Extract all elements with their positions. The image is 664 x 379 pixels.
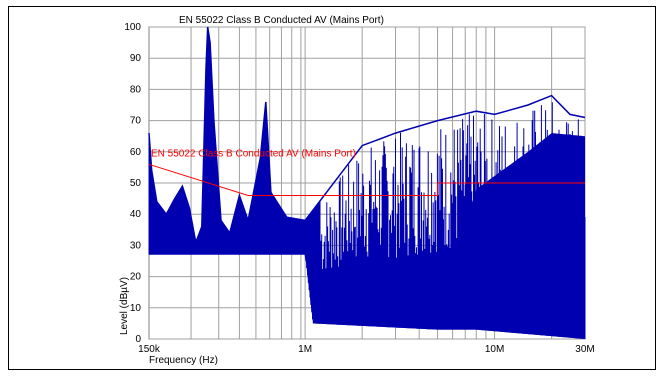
x-axis-ticks: 150k 1M 10M 30M — [138, 344, 595, 355]
x-tick-label: 30M — [575, 344, 594, 355]
measurement-trace — [148, 26, 586, 339]
y-tick-label: 20 — [130, 272, 142, 283]
x-tick-label: 10M — [485, 344, 504, 355]
y-tick-label: 10 — [130, 303, 142, 314]
limit-line — [148, 163, 585, 196]
measurement-spikes — [148, 27, 586, 339]
x-tick-label: 150k — [138, 344, 161, 355]
y-tick-label: 30 — [130, 240, 142, 251]
chart-frame: EN 55022 Class B Conducted AV (Mains Por… — [8, 6, 656, 370]
y-axis-label: Level (dBµV) — [119, 277, 130, 335]
y-tick-label: 80 — [130, 84, 142, 95]
y-tick-label: 50 — [130, 178, 142, 189]
y-axis-ticks: 0 10 20 30 40 50 60 70 80 90 100 — [124, 22, 141, 345]
measurement-envelope — [148, 26, 586, 246]
x-axis-label: Frequency (Hz) — [149, 355, 218, 366]
y-tick-label: 40 — [130, 209, 142, 220]
y-tick-label: 60 — [130, 147, 142, 158]
y-tick-label: 70 — [130, 116, 142, 127]
limit-label: EN 55022 Class B Conducted AV (Mains Por… — [151, 148, 356, 159]
y-tick-label: 100 — [124, 22, 141, 33]
emission-chart: EN 55022 Class B Conducted AV (Mains Por… — [119, 15, 595, 366]
y-tick-label: 90 — [130, 53, 142, 64]
x-tick-label: 1M — [298, 344, 312, 355]
chart-title: EN 55022 Class B Conducted AV (Mains Por… — [179, 15, 384, 26]
y-tick-label: 0 — [135, 334, 141, 345]
